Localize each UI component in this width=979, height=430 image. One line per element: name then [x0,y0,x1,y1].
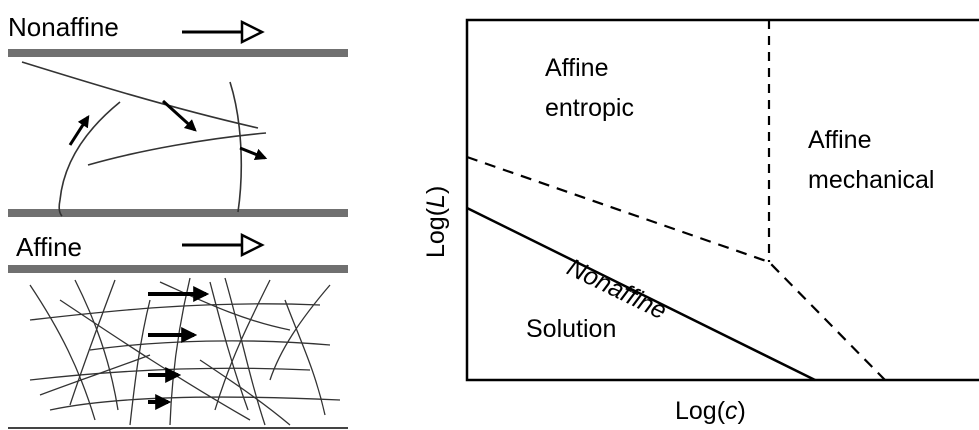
solution-boundary [466,206,816,382]
x-axis-label-prefix: Log( [675,397,726,425]
nonaffine-arrow-icon [161,99,197,132]
region-affine-entropic-line1: Affine [545,54,609,82]
affine-displacement-arrows [148,286,210,410]
nonaffine-bottom-plate [8,209,348,217]
affine-shear-arrow-icon [182,232,265,258]
affine-fiber-network [29,277,341,426]
x-axis-label: Log(c) [675,399,746,424]
y-axis-label-suffix: ) [422,185,450,195]
y-axis-label-var: L [422,194,450,208]
nonaffine-arrow-icon [68,114,90,146]
region-affine-mechanical-line1: Affine [808,126,872,154]
x-axis-label-var: c [725,397,738,425]
nonaffine-top-plate [8,49,348,57]
nonaffine-fiber-network [21,61,267,217]
y-axis-label-prefix: Log( [422,207,450,258]
affine-top-plate [8,265,348,273]
nonaffine-displacement-arrows [68,99,268,161]
nonaffine-title: Nonaffine [8,12,119,42]
region-affine-entropic-line2: entropic [545,94,634,122]
nonaffine-arrow-icon [239,146,268,161]
phase-diagram [465,18,979,382]
region-solution: Solution [526,315,617,343]
nonaffine-shear-arrow-icon [182,19,265,45]
region-affine-mechanical-line2: mechanical [808,166,935,194]
y-axis-label: Log(L) [422,185,450,258]
affine-title: Affine [16,232,83,262]
x-axis-label-suffix: ) [737,397,746,425]
plot-frame [465,18,979,382]
